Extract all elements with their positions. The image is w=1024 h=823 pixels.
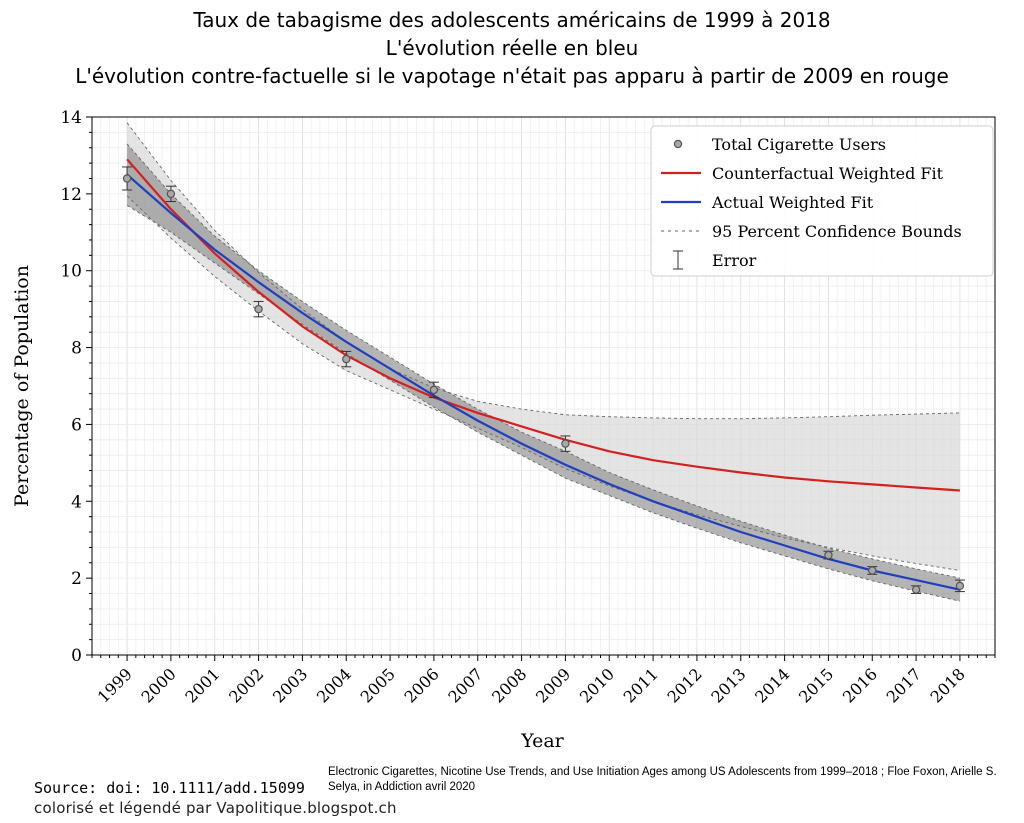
data-point	[561, 439, 570, 448]
data-points	[122, 166, 965, 595]
legend-label: Counterfactual Weighted Fit	[712, 164, 944, 183]
legend-label: Actual Weighted Fit	[711, 193, 874, 212]
counterfactual-fit-line	[126, 158, 960, 492]
source-credit: colorisé et légendé par Vapolitique.blog…	[34, 799, 397, 817]
y-tick-label: 14	[60, 108, 82, 128]
x-tick-label: 2001	[181, 664, 223, 706]
plot-frame	[91, 116, 996, 656]
y-tick-label: 12	[60, 185, 82, 205]
x-tick-label: 2010	[576, 664, 618, 706]
y-tick-label: 8	[71, 339, 82, 359]
y-tick-label: 2	[71, 569, 82, 589]
x-tick-label: 2003	[269, 664, 311, 706]
chart-titles: Taux de tabagisme des adolescents améric…	[0, 6, 1024, 90]
legend: Total Cigarette Users Counterfactual Weig…	[650, 125, 994, 277]
y-axis: 0 2 4 6 8 10 12 14	[60, 108, 92, 666]
data-point	[342, 354, 351, 364]
x-tick-label: 2009	[532, 664, 574, 706]
data-point	[166, 189, 176, 199]
y-tick-label: 6	[71, 415, 82, 435]
data-point	[824, 550, 833, 560]
x-tick-label: 2004	[313, 664, 355, 706]
y-tick-label: 4	[71, 492, 82, 512]
chart-title-line-3: L'évolution contre-factuelle si le vapot…	[75, 64, 949, 88]
legend-label: Total Cigarette Users	[712, 135, 886, 154]
y-tick-label: 0	[71, 646, 82, 666]
legend-marker-icon	[673, 139, 683, 149]
x-tick-label: 2018	[927, 664, 969, 706]
data-point	[122, 174, 132, 183]
data-point	[868, 566, 877, 575]
legend-label: 95 Percent Confidence Bounds	[712, 222, 962, 241]
x-tick-label: 2006	[401, 664, 443, 706]
chart-title-line-1: Taux de tabagisme des adolescents améric…	[193, 8, 831, 32]
x-tick-label: 2005	[357, 664, 399, 706]
actual-upper-bound	[126, 143, 960, 579]
legend-box	[650, 125, 994, 277]
x-tick-label: 2017	[883, 664, 925, 706]
data-point	[911, 585, 921, 594]
x-tick-label: 2007	[444, 664, 486, 706]
x-axis: 1999 2000 2001 2002 2003 2004 2005 2006 2007 2008…	[91, 655, 996, 707]
x-tick-label: 2014	[751, 664, 793, 706]
counterfactual-confidence-band	[127, 122, 960, 571]
x-tick-label: 2011	[620, 664, 662, 706]
x-axis-label: Year	[520, 730, 564, 752]
x-tick-label: 2012	[664, 664, 706, 706]
x-tick-label: 2008	[488, 664, 530, 706]
source-doi: Source: doi: 10.1111/add.15099	[34, 779, 305, 797]
actual-fit-line	[126, 173, 961, 591]
data-point	[955, 581, 965, 591]
chart-title-line-2: L'évolution réelle en bleu	[385, 36, 639, 60]
y-tick-label: 10	[60, 262, 82, 282]
x-tick-label: 2002	[225, 664, 267, 706]
x-tick-label: 2016	[839, 664, 881, 706]
actual-lower-bound	[126, 205, 961, 602]
data-point	[254, 304, 263, 314]
x-tick-label: 2015	[795, 664, 837, 706]
legend-label: Error	[712, 251, 757, 270]
x-tick-label: 2013	[707, 664, 749, 706]
x-tick-label: 1999	[94, 664, 136, 706]
data-point	[429, 385, 439, 395]
counterfactual-upper-bound	[126, 122, 960, 420]
source-citation: Electronic Cigarettes, Nicotine Use Tren…	[328, 766, 997, 793]
y-axis-label: Percentage of Population	[11, 265, 33, 507]
x-tick-label: 2000	[138, 664, 180, 706]
